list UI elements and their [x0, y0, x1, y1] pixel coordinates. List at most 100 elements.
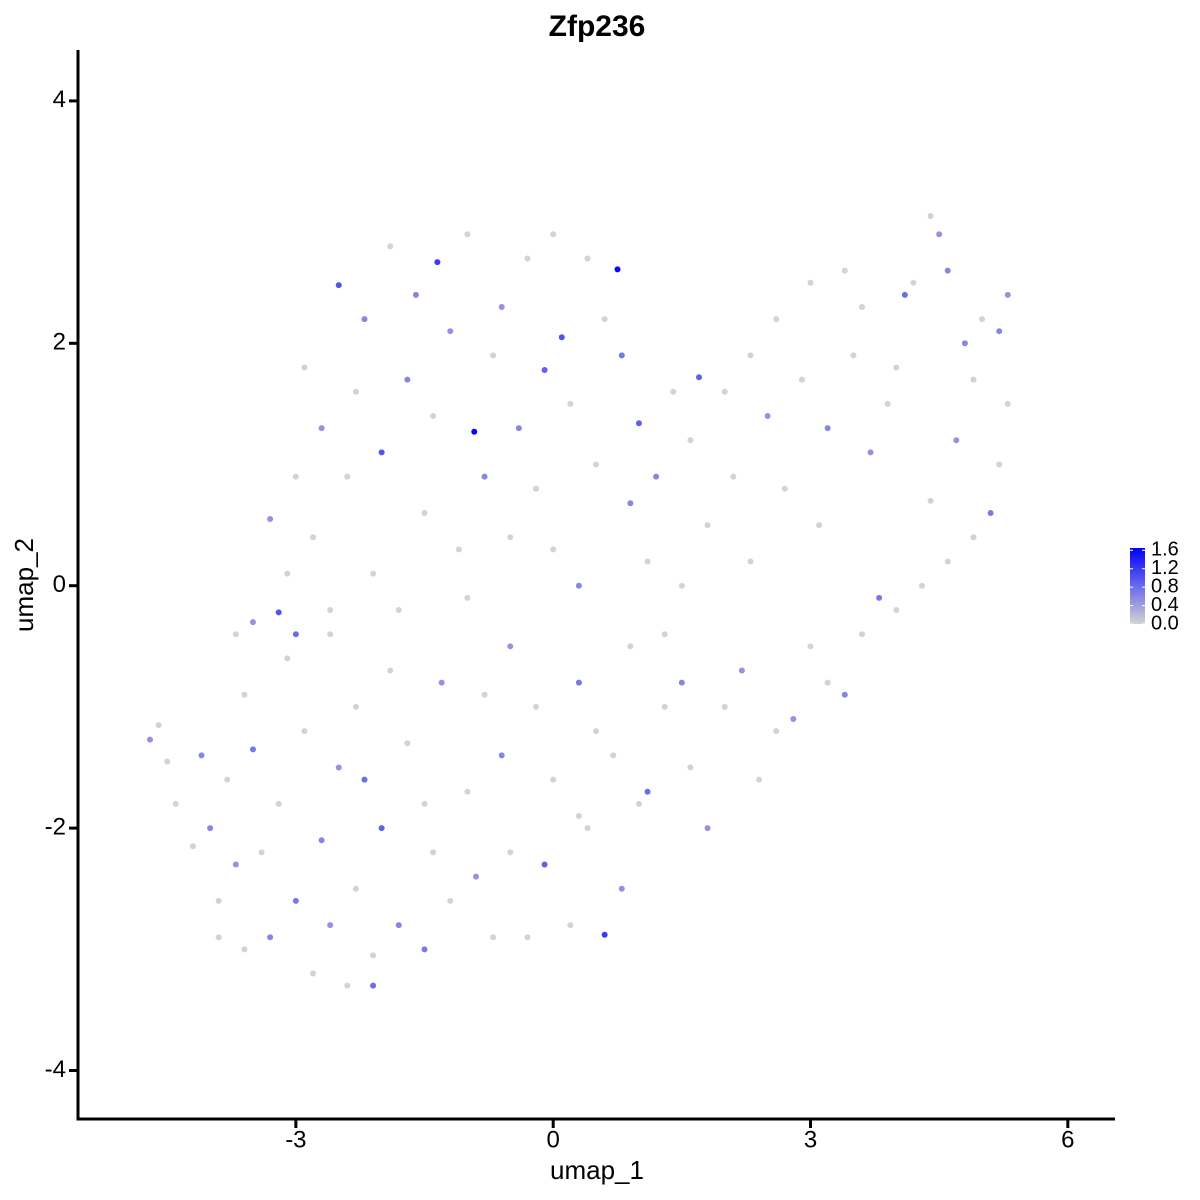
point [310, 970, 317, 977]
point [267, 516, 274, 523]
point [644, 788, 651, 795]
point [927, 497, 934, 504]
point [292, 631, 299, 638]
point [464, 594, 471, 601]
point [292, 897, 299, 904]
point [481, 691, 488, 698]
point [841, 267, 848, 274]
point [721, 388, 728, 395]
y-axis-label: umap_2 [9, 538, 39, 632]
point [807, 643, 814, 650]
point [644, 558, 651, 565]
point [370, 570, 377, 577]
point [284, 655, 291, 662]
point [558, 334, 565, 341]
point [447, 328, 454, 335]
point [524, 255, 531, 262]
point [979, 316, 986, 323]
point [172, 800, 179, 807]
point [987, 509, 994, 516]
point [687, 437, 694, 444]
x-tick-label: -3 [285, 1126, 306, 1153]
point [490, 352, 497, 359]
point [867, 449, 874, 456]
point [361, 316, 368, 323]
point [370, 952, 377, 959]
point [275, 609, 282, 616]
point [498, 303, 505, 310]
point [858, 303, 865, 310]
colorbar [1130, 548, 1145, 624]
point [798, 376, 805, 383]
point [944, 267, 951, 274]
point [901, 291, 908, 298]
point [841, 691, 848, 698]
colorbar-tick-label: 0.4 [1151, 594, 1179, 616]
chart-title: Zfp236 [549, 10, 646, 43]
point [575, 679, 582, 686]
point [593, 461, 600, 468]
point [249, 619, 256, 626]
point [747, 352, 754, 359]
point [790, 716, 797, 723]
point [352, 388, 359, 395]
point [507, 849, 514, 856]
point [678, 582, 685, 589]
point [1004, 400, 1011, 407]
point [541, 861, 548, 868]
point [927, 213, 934, 220]
point [773, 316, 780, 323]
point [507, 643, 514, 650]
point [275, 800, 282, 807]
point [421, 509, 428, 516]
point [1004, 291, 1011, 298]
point [430, 413, 437, 420]
point [481, 473, 488, 480]
point [695, 374, 702, 381]
x-axis-label: umap_1 [550, 1155, 644, 1185]
point [807, 279, 814, 286]
point [232, 861, 239, 868]
x-tick-label: 6 [1061, 1126, 1074, 1153]
point [232, 631, 239, 638]
point [614, 266, 621, 273]
point [207, 825, 214, 832]
point [434, 259, 441, 266]
point [215, 934, 222, 941]
point [850, 352, 857, 359]
point [421, 800, 428, 807]
point [704, 522, 711, 529]
colorbar-tick-label: 0.8 [1151, 575, 1179, 597]
point [618, 885, 625, 892]
point [310, 534, 317, 541]
point [284, 570, 291, 577]
point [301, 728, 308, 735]
point [584, 825, 591, 832]
point [258, 849, 265, 856]
point [610, 752, 617, 759]
point [764, 413, 771, 420]
point [189, 843, 196, 850]
point [164, 758, 171, 765]
point [627, 643, 634, 650]
point [404, 376, 411, 383]
point [575, 812, 582, 819]
point [884, 400, 891, 407]
point [756, 776, 763, 783]
point [472, 873, 479, 880]
point [344, 473, 351, 480]
point [378, 825, 385, 832]
point [352, 703, 359, 710]
point [944, 558, 951, 565]
point [490, 934, 497, 941]
point [224, 776, 231, 783]
point [730, 473, 737, 480]
point [893, 364, 900, 371]
point [241, 691, 248, 698]
point [447, 897, 454, 904]
point [670, 388, 677, 395]
point [378, 449, 385, 456]
point [678, 679, 685, 686]
point [267, 934, 274, 941]
